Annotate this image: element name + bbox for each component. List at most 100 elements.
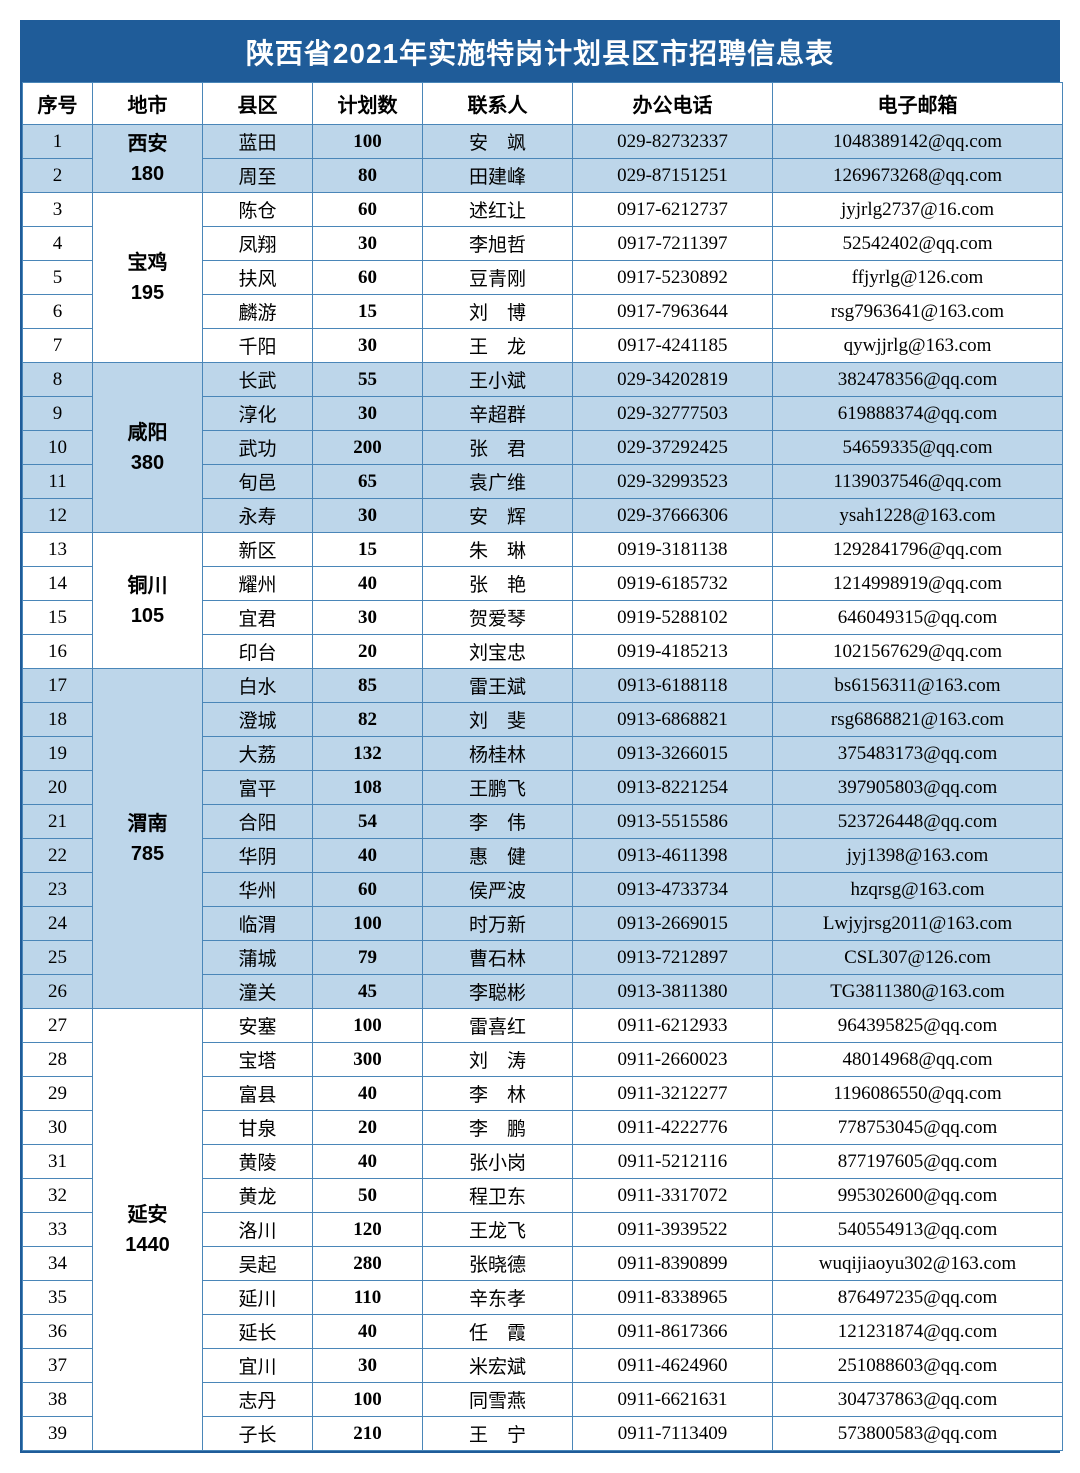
cell-plan: 30 <box>313 227 423 261</box>
cell-plan: 40 <box>313 1145 423 1179</box>
cell-county: 永寿 <box>203 499 313 533</box>
cell-plan: 100 <box>313 125 423 159</box>
cell-county: 临渭 <box>203 907 313 941</box>
cell-seq: 26 <box>23 975 93 1009</box>
cell-contact: 贺爱琴 <box>423 601 573 635</box>
cell-seq: 2 <box>23 159 93 193</box>
cell-phone: 029-32993523 <box>573 465 773 499</box>
cell-seq: 5 <box>23 261 93 295</box>
cell-contact: 辛东孝 <box>423 1281 573 1315</box>
cell-plan: 50 <box>313 1179 423 1213</box>
cell-email: 540554913@qq.com <box>773 1213 1063 1247</box>
cell-phone: 0911-2660023 <box>573 1043 773 1077</box>
cell-county: 淳化 <box>203 397 313 431</box>
cell-city: 铜川105 <box>93 533 203 669</box>
col-city: 地市 <box>93 83 203 125</box>
cell-contact: 王龙飞 <box>423 1213 573 1247</box>
cell-seq: 23 <box>23 873 93 907</box>
cell-plan: 120 <box>313 1213 423 1247</box>
cell-county: 千阳 <box>203 329 313 363</box>
cell-county: 华州 <box>203 873 313 907</box>
cell-contact: 李 伟 <box>423 805 573 839</box>
cell-county: 旬邑 <box>203 465 313 499</box>
cell-email: bs6156311@163.com <box>773 669 1063 703</box>
table-row: 3宝鸡195陈仓60述红让0917-6212737jyjrlg2737@16.c… <box>23 193 1063 227</box>
cell-email: 375483173@qq.com <box>773 737 1063 771</box>
cell-email: TG3811380@163.com <box>773 975 1063 1009</box>
cell-county: 周至 <box>203 159 313 193</box>
cell-county: 蒲城 <box>203 941 313 975</box>
table-row: 8咸阳380长武55王小斌029-34202819382478356@qq.co… <box>23 363 1063 397</box>
table-row: 1西安180蓝田100安 飒029-827323371048389142@qq.… <box>23 125 1063 159</box>
cell-seq: 13 <box>23 533 93 567</box>
cell-seq: 22 <box>23 839 93 873</box>
cell-plan: 82 <box>313 703 423 737</box>
cell-county: 大荔 <box>203 737 313 771</box>
cell-email: 876497235@qq.com <box>773 1281 1063 1315</box>
col-phone: 办公电话 <box>573 83 773 125</box>
cell-city: 延安1440 <box>93 1009 203 1451</box>
cell-email: 1139037546@qq.com <box>773 465 1063 499</box>
cell-seq: 30 <box>23 1111 93 1145</box>
cell-phone: 0917-6212737 <box>573 193 773 227</box>
cell-phone: 0911-4624960 <box>573 1349 773 1383</box>
cell-seq: 28 <box>23 1043 93 1077</box>
cell-plan: 85 <box>313 669 423 703</box>
cell-seq: 27 <box>23 1009 93 1043</box>
cell-email: 397905803@qq.com <box>773 771 1063 805</box>
cell-plan: 54 <box>313 805 423 839</box>
cell-seq: 34 <box>23 1247 93 1281</box>
cell-county: 富县 <box>203 1077 313 1111</box>
cell-email: 646049315@qq.com <box>773 601 1063 635</box>
cell-contact: 袁广维 <box>423 465 573 499</box>
cell-email: 251088603@qq.com <box>773 1349 1063 1383</box>
cell-seq: 20 <box>23 771 93 805</box>
cell-phone: 0917-4241185 <box>573 329 773 363</box>
cell-phone: 029-37666306 <box>573 499 773 533</box>
cell-seq: 21 <box>23 805 93 839</box>
cell-plan: 20 <box>313 635 423 669</box>
cell-plan: 108 <box>313 771 423 805</box>
cell-plan: 100 <box>313 1383 423 1417</box>
cell-county: 甘泉 <box>203 1111 313 1145</box>
cell-seq: 11 <box>23 465 93 499</box>
cell-contact: 李 鹏 <box>423 1111 573 1145</box>
cell-county: 白水 <box>203 669 313 703</box>
cell-seq: 7 <box>23 329 93 363</box>
cell-phone: 0913-6188118 <box>573 669 773 703</box>
cell-contact: 田建峰 <box>423 159 573 193</box>
cell-city: 咸阳380 <box>93 363 203 533</box>
cell-county: 澄城 <box>203 703 313 737</box>
cell-email: Lwjyjrsg2011@163.com <box>773 907 1063 941</box>
cell-contact: 刘 涛 <box>423 1043 573 1077</box>
cell-phone: 0917-7963644 <box>573 295 773 329</box>
cell-seq: 4 <box>23 227 93 261</box>
cell-phone: 0911-3939522 <box>573 1213 773 1247</box>
cell-plan: 79 <box>313 941 423 975</box>
cell-plan: 40 <box>313 1315 423 1349</box>
cell-seq: 38 <box>23 1383 93 1417</box>
cell-email: ysah1228@163.com <box>773 499 1063 533</box>
cell-email: 995302600@qq.com <box>773 1179 1063 1213</box>
table-row: 13铜川105新区15朱 琳0919-31811381292841796@qq.… <box>23 533 1063 567</box>
cell-county: 宝塔 <box>203 1043 313 1077</box>
cell-contact: 王 宁 <box>423 1417 573 1451</box>
cell-seq: 36 <box>23 1315 93 1349</box>
cell-county: 印台 <box>203 635 313 669</box>
cell-phone: 0911-5212116 <box>573 1145 773 1179</box>
cell-contact: 豆青刚 <box>423 261 573 295</box>
cell-email: 619888374@qq.com <box>773 397 1063 431</box>
cell-phone: 0911-3212277 <box>573 1077 773 1111</box>
cell-email: 48014968@qq.com <box>773 1043 1063 1077</box>
header-row: 序号 地市 县区 计划数 联系人 办公电话 电子邮箱 <box>23 83 1063 125</box>
cell-county: 志丹 <box>203 1383 313 1417</box>
cell-email: 1021567629@qq.com <box>773 635 1063 669</box>
cell-seq: 16 <box>23 635 93 669</box>
cell-seq: 25 <box>23 941 93 975</box>
cell-phone: 0917-7211397 <box>573 227 773 261</box>
cell-county: 延长 <box>203 1315 313 1349</box>
cell-email: 1269673268@qq.com <box>773 159 1063 193</box>
cell-contact: 程卫东 <box>423 1179 573 1213</box>
recruitment-table: 序号 地市 县区 计划数 联系人 办公电话 电子邮箱 1西安180蓝田100安 … <box>22 82 1063 1451</box>
cell-contact: 同雪燕 <box>423 1383 573 1417</box>
